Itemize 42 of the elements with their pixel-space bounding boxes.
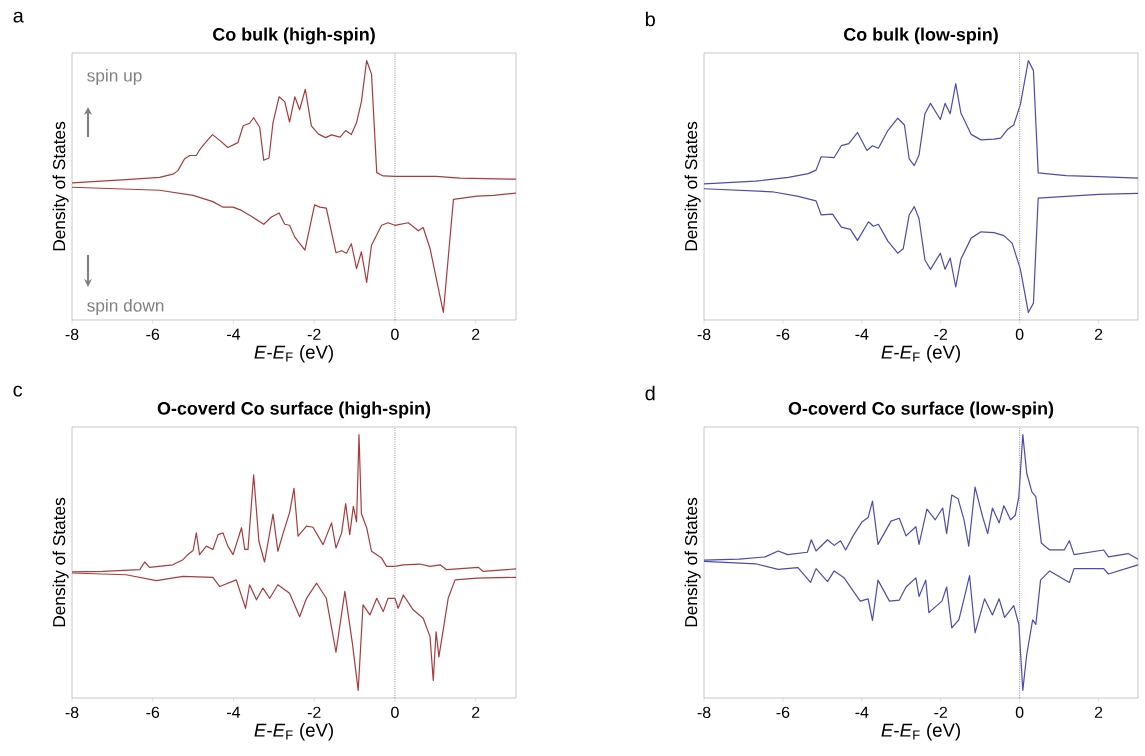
annotation: spin down	[87, 298, 164, 316]
text: a	[13, 11, 24, 23]
x-tick-label: -4	[855, 706, 869, 718]
x-tick-label: -6	[776, 706, 790, 718]
x-tick-label: -4	[855, 328, 869, 340]
x-axis-title: E-E$_{F}$ (eV)	[881, 723, 960, 741]
x-axis-title: E-E$_{F}$ (eV)	[254, 345, 333, 363]
x-tick-label: -8	[65, 328, 79, 340]
chart-title: O-coverd Co surface (low-spin)	[788, 401, 1054, 419]
x-tick-label: 2	[472, 706, 480, 718]
x-tick-label: -2	[934, 706, 948, 718]
x-tick-label: 2	[1094, 706, 1103, 718]
x-tick-label: -8	[697, 706, 711, 718]
y-axis-title: Density of States	[684, 497, 701, 627]
y-axis-title: Density of States	[52, 121, 69, 251]
x-tick-label: -2	[934, 328, 948, 340]
chart-title: Co bulk (high-spin)	[213, 27, 375, 45]
annotation: spin up	[87, 68, 142, 86]
x-tick-label: -4	[227, 706, 241, 718]
x-tick-label: -2	[307, 706, 321, 718]
x-tick-label: -6	[776, 328, 790, 340]
x-tick-label: -4	[227, 328, 241, 340]
x-tick-label: -6	[146, 706, 160, 718]
y-axis-title: Density of States	[684, 121, 701, 251]
y-axis-title: Density of States	[52, 497, 69, 627]
chart-title: O-coverd Co surface (high-spin)	[157, 401, 431, 419]
x-tick-label: -8	[65, 706, 79, 718]
x-tick-label: 0	[391, 706, 399, 718]
x-tick-label: 0	[1015, 706, 1024, 718]
x-tick-label: 2	[472, 328, 480, 340]
text: d	[645, 385, 655, 401]
x-axis-title: E-E$_{F}$ (eV)	[254, 723, 333, 741]
x-axis-title: E-E$_{F}$ (eV)	[881, 345, 960, 363]
x-tick-label: 2	[1094, 328, 1103, 340]
x-tick-label: -8	[697, 328, 711, 340]
text: c	[13, 385, 23, 397]
x-tick-label: -2	[307, 328, 321, 340]
x-tick-label: 0	[1015, 328, 1024, 340]
text: b	[645, 11, 655, 27]
x-tick-label: 0	[391, 328, 399, 340]
x-tick-label: -6	[146, 328, 160, 340]
chart-title: Co bulk (low-spin)	[844, 27, 998, 45]
